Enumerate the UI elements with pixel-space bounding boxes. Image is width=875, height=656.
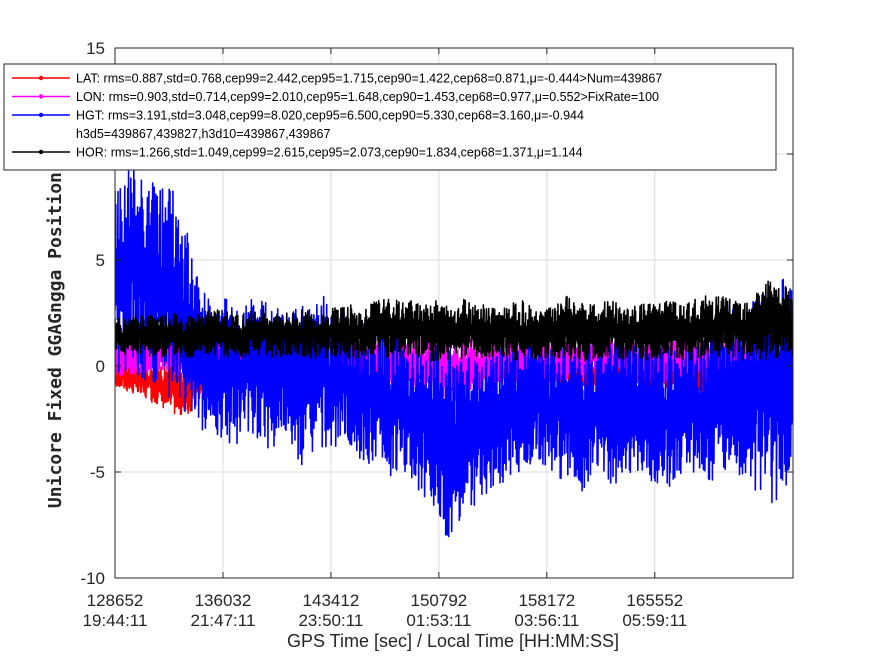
y-tick-label: 15 bbox=[86, 39, 105, 58]
x-tick-label-gps: 143412 bbox=[303, 591, 360, 610]
x-tick-label-local: 23:50:11 bbox=[298, 611, 363, 630]
y-axis-label: Unicore Fixed GGAGngga Position [cm] bbox=[45, 118, 66, 508]
legend-marker-dot-hgt bbox=[38, 112, 44, 118]
legend: LAT: rms=0.887,std=0.768,cep99=2.442,cep… bbox=[3, 63, 777, 171]
x-tick-label-gps: 165552 bbox=[626, 591, 683, 610]
x-tick-label-local: 03:56:11 bbox=[514, 611, 579, 630]
series-hor-line bbox=[115, 280, 793, 362]
x-tick-label-gps: 150792 bbox=[411, 591, 468, 610]
y-tick-label: -5 bbox=[90, 463, 105, 482]
y-tick-label: 0 bbox=[96, 357, 105, 376]
legend-entry-lat: LAT: rms=0.887,std=0.768,cep99=2.442,cep… bbox=[76, 72, 662, 86]
series-hor bbox=[115, 280, 793, 362]
legend-entry-lon: LON: rms=0.903,std=0.714,cep99=2.010,cep… bbox=[76, 90, 659, 104]
x-tick-label-gps: 136032 bbox=[195, 591, 252, 610]
legend-marker-dot-lon bbox=[38, 94, 44, 99]
legend-entry-hor: HOR: rms=1.266,std=1.049,cep99=2.615,cep… bbox=[76, 146, 583, 160]
legend-marker-dot-lat bbox=[38, 75, 44, 81]
x-tick-label-gps: 128652 bbox=[87, 591, 144, 610]
axes-box bbox=[114, 47, 794, 579]
x-axis-label: GPS Time [sec] / Local Time [HH:MM:SS] bbox=[287, 631, 619, 651]
tick-marks bbox=[114, 47, 793, 579]
y-tick-label: 5 bbox=[96, 251, 105, 270]
legend-box bbox=[3, 63, 777, 171]
x-tick-label-local: 19:44:11 bbox=[83, 611, 148, 630]
x-tick-label-local: 01:53:11 bbox=[406, 611, 471, 630]
y-tick-label: -10 bbox=[80, 569, 105, 588]
y-tick-labels: -10 -5 0 5 15 bbox=[80, 39, 105, 588]
x-tick-label-local: 21:47:11 bbox=[190, 611, 255, 630]
legend-entry-hgt: HGT: rms=3.191,std=3.048,cep99=8.020,cep… bbox=[76, 109, 584, 123]
x-tick-label-gps: 158172 bbox=[518, 591, 575, 610]
x-tick-label-local: 05:59:11 bbox=[622, 611, 687, 630]
legend-marker-dot-hor bbox=[38, 149, 44, 155]
series-layer bbox=[115, 164, 793, 538]
legend-entry-hgt: h3d5=439867,439827,h3d10=439867,439867 bbox=[76, 127, 330, 141]
